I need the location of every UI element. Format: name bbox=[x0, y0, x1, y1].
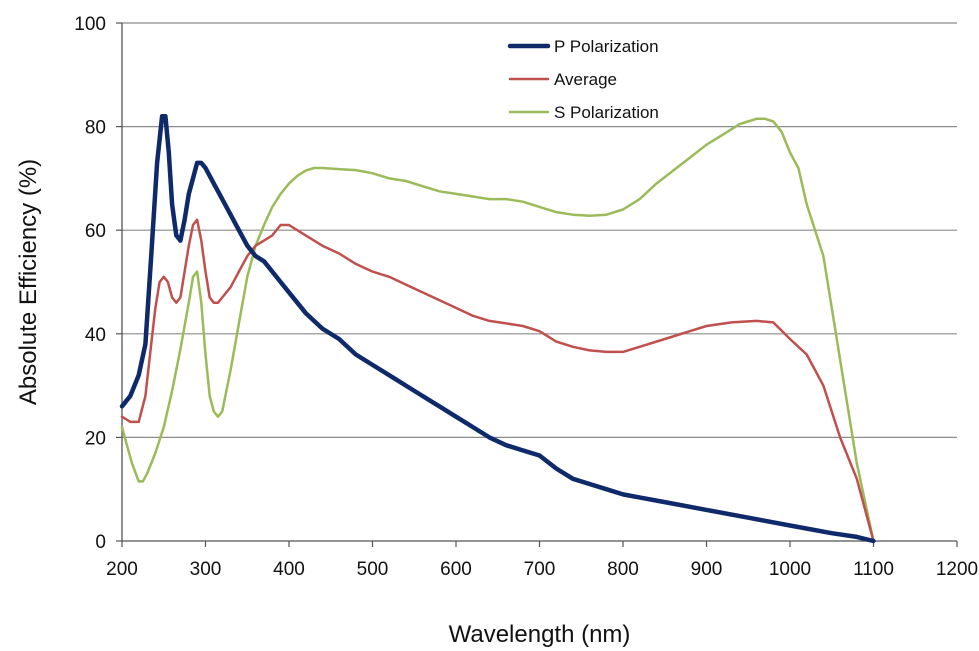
legend: P Polarization Average S Polarization bbox=[507, 37, 659, 122]
series-line-p-polarization bbox=[119, 113, 876, 544]
x-tick-label-200: 200 bbox=[106, 559, 138, 580]
legend-label-average: Average bbox=[554, 70, 617, 89]
x-tick-label-1200: 1200 bbox=[936, 559, 978, 580]
series-layer bbox=[119, 113, 876, 544]
legend-label-s-polarization: S Polarization bbox=[554, 103, 659, 122]
x-tick-label-1100: 1100 bbox=[853, 559, 894, 580]
y-tick-label-100: 100 bbox=[74, 14, 106, 35]
series-line-average bbox=[120, 218, 875, 543]
y-tick-label-40: 40 bbox=[85, 325, 106, 346]
x-tick-label-900: 900 bbox=[691, 559, 723, 580]
y-tick-label-20: 20 bbox=[85, 428, 106, 449]
x-tick-label-700: 700 bbox=[524, 559, 556, 580]
axes bbox=[116, 22, 958, 547]
y-tick-label-60: 60 bbox=[85, 221, 106, 242]
tick-labels: 200 300 400 500 600 700 800 900 1000 1100 1200 0 20 4… bbox=[74, 14, 978, 580]
y-axis-title: Absolute Efficiency (%) bbox=[15, 159, 42, 405]
y-tick-label-0: 0 bbox=[95, 532, 106, 553]
legend-label-p-polarization: P Polarization bbox=[554, 37, 659, 56]
y-tick-label-80: 80 bbox=[85, 118, 106, 139]
x-tick-label-600: 600 bbox=[440, 559, 472, 580]
x-tick-label-800: 800 bbox=[607, 559, 639, 580]
x-tick-label-400: 400 bbox=[273, 559, 305, 580]
series-line-s-polarization bbox=[120, 117, 875, 543]
x-tick-label-300: 300 bbox=[190, 559, 222, 580]
x-tick-label-1000: 1000 bbox=[769, 559, 811, 580]
x-axis-title: Wavelength (nm) bbox=[449, 621, 631, 648]
x-tick-label-500: 500 bbox=[357, 559, 389, 580]
